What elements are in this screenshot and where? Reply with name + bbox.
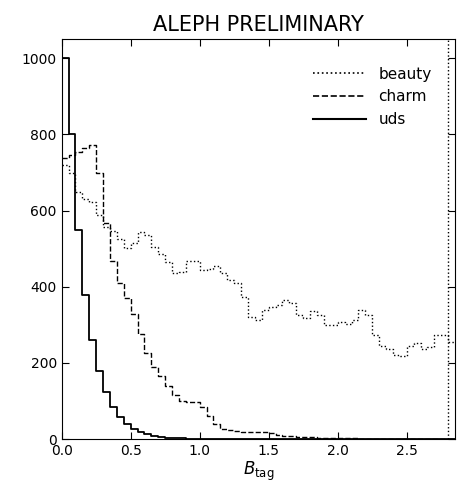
X-axis label: $B_{\mathrm{tag}}$: $B_{\mathrm{tag}}$ — [243, 459, 274, 483]
Title: ALEPH PRELIMINARY: ALEPH PRELIMINARY — [153, 15, 364, 35]
Legend: beauty, charm, uds: beauty, charm, uds — [313, 67, 432, 127]
